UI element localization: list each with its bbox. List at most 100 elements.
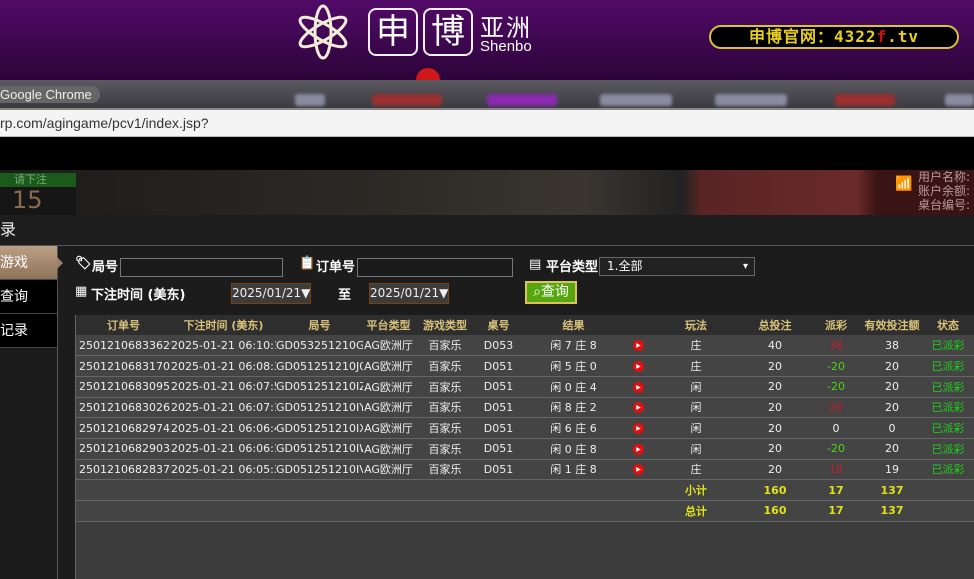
cell-payout: 0 bbox=[809, 417, 863, 439]
cell-bet-time: 2025-01-21 06:06:12 bbox=[171, 438, 276, 460]
cell-result: 闲 5 庄 0 bbox=[521, 355, 626, 377]
col-table-no: 桌号 bbox=[476, 315, 521, 335]
cell-total-bet: 20 bbox=[741, 397, 809, 419]
play-video-icon[interactable]: ▶ bbox=[633, 464, 644, 476]
sidebar-item-record[interactable]: 记录 bbox=[0, 314, 57, 348]
official-site-link[interactable]: 申博官网：4322f.tv bbox=[709, 25, 959, 49]
platform-label: 平台类型 bbox=[546, 260, 599, 275]
logo-char: 申 bbox=[368, 8, 418, 56]
cell-result: 闲 7 庄 8 bbox=[521, 335, 626, 357]
nav-item[interactable] bbox=[487, 94, 557, 106]
cell-game-type: 百家乐 bbox=[414, 397, 476, 419]
order-label: 订单号 bbox=[316, 260, 356, 275]
cell-play: 闲 bbox=[651, 397, 741, 419]
cell-replay[interactable]: ▶ bbox=[626, 376, 651, 398]
cell-order-no: 250121068336298 bbox=[76, 335, 171, 357]
cell-platform: AG欧洲厅 bbox=[363, 417, 414, 439]
cell-replay[interactable]: ▶ bbox=[626, 438, 651, 460]
cell-replay[interactable]: ▶ bbox=[626, 355, 651, 377]
bet-records-table: 订单号 下注时间 (美东) 局号 平台类型 游戏类型 桌号 结果 玩法 总投注 派彩 有效投注额 状态… bbox=[75, 315, 974, 579]
cell-round-no: GD051251210J0 bbox=[276, 355, 363, 377]
nav-item[interactable] bbox=[835, 94, 895, 106]
user-name-label: 用户名称: bbox=[918, 170, 971, 184]
cell-replay[interactable]: ▶ bbox=[626, 397, 651, 419]
browser-titlebar: Google Chrome bbox=[0, 80, 974, 110]
cell-valid-bet: 20 bbox=[863, 376, 921, 398]
cell-total-bet: 20 bbox=[741, 459, 809, 481]
nav-item[interactable] bbox=[715, 94, 787, 106]
order-input[interactable] bbox=[357, 258, 513, 277]
cell-payout: -20 bbox=[809, 376, 863, 398]
time-label: 下注时间 (美东) bbox=[91, 288, 186, 303]
tag-icon: 🏷 bbox=[75, 256, 92, 271]
nav-item[interactable] bbox=[295, 94, 325, 106]
date-to[interactable]: 2025/01/21▼ bbox=[369, 283, 449, 304]
nav-item[interactable] bbox=[600, 94, 672, 106]
cell-total-bet: 20 bbox=[741, 438, 809, 460]
date-from[interactable]: 2025/01/21▼ bbox=[231, 283, 311, 304]
col-game-type: 游戏类型 bbox=[414, 315, 476, 335]
cell-order-no: 250121068317023 bbox=[76, 355, 171, 377]
cell-play: 闲 bbox=[651, 417, 741, 439]
query-button[interactable]: ⌕查询 bbox=[525, 281, 577, 304]
table-row: 2501210682903862025-01-21 06:06:12GD0512… bbox=[76, 438, 974, 460]
countdown-value: 15 bbox=[12, 186, 43, 214]
cell-game-type: 百家乐 bbox=[414, 335, 476, 357]
cell-status: 已派彩 bbox=[921, 397, 974, 419]
cell-payout: -20 bbox=[809, 355, 863, 377]
cell-valid-bet: 20 bbox=[863, 438, 921, 460]
play-video-icon[interactable]: ▶ bbox=[633, 361, 644, 373]
game-strip: 请下注 15 📶 用户名称: 账户余额: 桌台编号: bbox=[0, 170, 974, 215]
table-row: 2501210683362982025-01-21 06:10:13GD0532… bbox=[76, 335, 974, 357]
empty-cell bbox=[921, 479, 974, 501]
sidebar-item-game[interactable]: 游戏 bbox=[0, 246, 63, 280]
cell-replay[interactable]: ▶ bbox=[626, 459, 651, 481]
cell-table-no: D051 bbox=[476, 397, 521, 419]
list-icon: ▤ bbox=[529, 257, 542, 272]
col-status: 状态 bbox=[921, 315, 974, 335]
cell-valid-bet: 20 bbox=[863, 397, 921, 419]
countdown: 请下注 15 bbox=[0, 173, 76, 215]
signal-icon: 📶 bbox=[895, 176, 913, 192]
play-video-icon[interactable]: ▶ bbox=[633, 381, 644, 393]
col-result: 结果 bbox=[521, 315, 626, 335]
cell-status: 已派彩 bbox=[921, 355, 974, 377]
address-bar[interactable]: rp.com/agingame/pcv1/index.jsp? bbox=[0, 110, 974, 137]
cell-status: 已派彩 bbox=[921, 335, 974, 357]
cell-play: 庄 bbox=[651, 355, 741, 377]
round-input[interactable] bbox=[120, 258, 283, 277]
cell-status: 已派彩 bbox=[921, 376, 974, 398]
user-info: 用户名称: 账户余额: 桌台编号: bbox=[918, 170, 970, 212]
cell-bet-time: 2025-01-21 06:10:13 bbox=[171, 335, 276, 357]
cell-table-no: D051 bbox=[476, 417, 521, 439]
cell-table-no: D053 bbox=[476, 335, 521, 357]
cell-platform: AG欧洲厅 bbox=[363, 376, 414, 398]
col-order-no: 订单号 bbox=[76, 315, 171, 335]
cell-status: 已派彩 bbox=[921, 459, 974, 481]
cell-game-type: 百家乐 bbox=[414, 417, 476, 439]
table-row: 2501210683095162025-01-21 06:07:52GD0512… bbox=[76, 376, 974, 398]
table-row: 2501210683170232025-01-21 06:08:31GD0512… bbox=[76, 355, 974, 377]
play-video-icon[interactable]: ▶ bbox=[633, 423, 644, 435]
cell-result: 闲 0 庄 4 bbox=[521, 376, 626, 398]
cell-round-no: GD051251210IV bbox=[276, 459, 363, 481]
cell-table-no: D051 bbox=[476, 459, 521, 481]
nav-item[interactable] bbox=[372, 94, 442, 106]
to-label: 至 bbox=[338, 288, 352, 303]
col-play: 玩法 bbox=[651, 315, 741, 335]
cell-replay[interactable]: ▶ bbox=[626, 335, 651, 357]
subtotal-bet: 160 bbox=[741, 479, 809, 501]
cell-payout: 20 bbox=[809, 397, 863, 419]
platform-select[interactable]: 1.全部 bbox=[599, 257, 755, 276]
play-video-icon[interactable]: ▶ bbox=[633, 402, 644, 414]
cell-round-no: GD051251210IX bbox=[276, 417, 363, 439]
cell-play: 庄 bbox=[651, 459, 741, 481]
nav-item[interactable] bbox=[945, 94, 974, 106]
site-prefix: 申博官网：4322 bbox=[748, 27, 877, 46]
cell-replay[interactable]: ▶ bbox=[626, 417, 651, 439]
site-suffix: .tv bbox=[887, 27, 920, 46]
sidebar-item-query[interactable]: 查询 bbox=[0, 280, 57, 314]
play-video-icon[interactable]: ▶ bbox=[633, 340, 644, 352]
play-video-icon[interactable]: ▶ bbox=[633, 443, 644, 455]
empty-cell bbox=[76, 479, 651, 501]
